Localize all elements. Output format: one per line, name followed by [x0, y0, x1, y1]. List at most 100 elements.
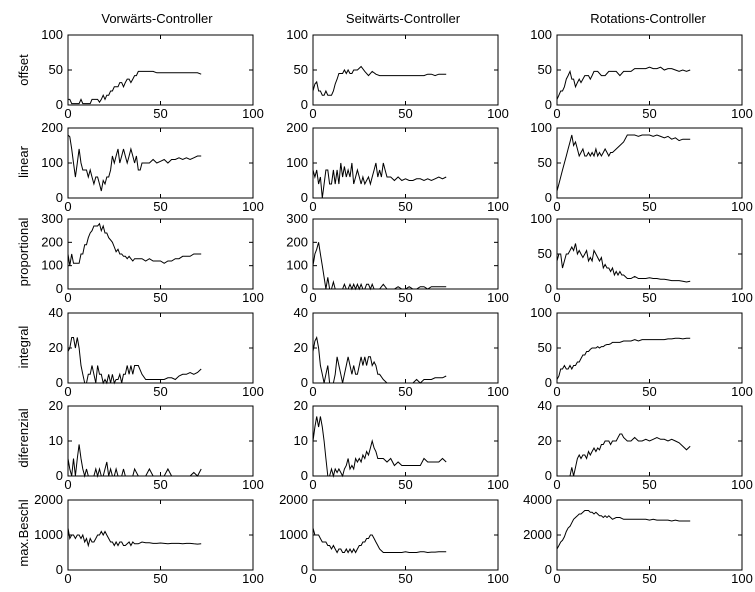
x-tick-label: 0 [64, 106, 71, 121]
y-tick-label: 200 [41, 234, 63, 249]
y-tick-label: 0 [545, 375, 552, 390]
y-tick-label: 200 [286, 120, 308, 135]
y-tick-label: 0 [301, 468, 308, 483]
x-tick-label: 50 [642, 571, 656, 586]
x-tick-label: 0 [553, 199, 560, 214]
series-line [67, 527, 202, 548]
y-tick-label: 0 [301, 375, 308, 390]
y-tick-label: 0 [545, 190, 552, 205]
y-tick-label: 10 [294, 433, 308, 448]
x-tick-label: 50 [642, 106, 656, 121]
column-titles: Vorwärts-Controller Seitwärts-Controller… [101, 11, 706, 26]
series-line [312, 527, 447, 554]
y-tick-label: 1000 [34, 527, 63, 542]
axes-frame [312, 499, 499, 571]
y-tick-label: 1000 [279, 527, 308, 542]
subplot-r2-c0: 0 50 100 0 100 200 300 [41, 211, 264, 305]
y-tick-label: 20 [294, 340, 308, 355]
row-label-offset: offset [16, 54, 31, 86]
x-tick-label: 50 [642, 384, 656, 399]
y-tick-label: 20 [49, 398, 63, 413]
series-line [557, 433, 691, 477]
x-tick-label: 100 [487, 571, 509, 586]
x-tick-label: 100 [731, 106, 753, 121]
axes-frame [312, 34, 499, 106]
x-tick-label: 0 [553, 290, 560, 305]
x-tick-label: 50 [153, 199, 167, 214]
y-tick-label: 0 [545, 562, 552, 577]
y-tick-label: 100 [41, 258, 63, 273]
x-tick-label: 100 [731, 199, 753, 214]
y-tick-label: 0 [56, 97, 63, 112]
y-tick-label: 100 [41, 155, 63, 170]
x-tick-label: 50 [153, 384, 167, 399]
y-tick-label: 10 [49, 433, 63, 448]
x-tick-label: 100 [242, 384, 264, 399]
axes-frame [556, 127, 743, 199]
x-tick-label: 0 [553, 384, 560, 399]
x-tick-label: 50 [398, 199, 412, 214]
column-title-rotations: Rotations-Controller [590, 11, 706, 26]
y-tick-label: 20 [49, 340, 63, 355]
series-line [312, 335, 447, 384]
y-tick-label: 4000 [523, 492, 552, 507]
series-line [67, 444, 202, 478]
x-tick-label: 0 [64, 199, 71, 214]
x-tick-label: 100 [487, 384, 509, 399]
row-labels: offset linear proportional integral dife… [16, 54, 31, 567]
series-line [312, 65, 447, 96]
row-label-max-beschl: max.Beschl [16, 499, 31, 566]
column-title-seitwaerts: Seitwärts-Controller [346, 11, 461, 26]
y-tick-label: 50 [538, 62, 552, 77]
subplot-r2-c1: 0 50 100 0 100 200 300 [286, 211, 509, 305]
y-tick-label: 2000 [279, 492, 308, 507]
y-tick-label: 0 [56, 468, 63, 483]
x-tick-label: 0 [309, 290, 316, 305]
x-tick-label: 0 [309, 106, 316, 121]
x-tick-label: 50 [398, 106, 412, 121]
x-tick-label: 0 [309, 571, 316, 586]
y-tick-label: 0 [56, 190, 63, 205]
y-tick-label: 50 [538, 155, 552, 170]
subplot-r3-c0: 0 50 100 0 20 40 [49, 305, 264, 399]
subplot-r1-c0: 0 50 100 0 100 200 [41, 120, 264, 214]
subplot-r1-c2: 0 50 100 0 50 100 [530, 120, 753, 214]
x-tick-label: 100 [242, 571, 264, 586]
y-tick-label: 200 [41, 120, 63, 135]
x-tick-label: 50 [153, 290, 167, 305]
row-label-linear: linear [16, 145, 31, 177]
axes-frame [556, 312, 743, 384]
series-line [67, 337, 202, 385]
x-tick-label: 0 [64, 384, 71, 399]
subplot-r3-c2: 0 50 100 0 50 100 [530, 305, 753, 399]
x-tick-label: 0 [309, 199, 316, 214]
series-line [556, 243, 691, 283]
x-tick-label: 100 [731, 384, 753, 399]
y-tick-label: 40 [49, 305, 63, 320]
y-tick-label: 100 [530, 305, 552, 320]
axes-frame [312, 218, 499, 290]
x-tick-label: 0 [64, 571, 71, 586]
axes-frame [67, 127, 254, 199]
y-tick-label: 0 [301, 281, 308, 296]
series-line [312, 416, 447, 478]
y-tick-label: 0 [301, 562, 308, 577]
y-tick-label: 0 [301, 97, 308, 112]
y-tick-label: 0 [56, 281, 63, 296]
x-tick-label: 0 [553, 477, 560, 492]
series-line [68, 70, 202, 105]
x-tick-label: 0 [553, 571, 560, 586]
y-tick-label: 2000 [523, 527, 552, 542]
x-tick-label: 100 [487, 290, 509, 305]
subplot-r4-c2: 0 50 100 0 20 40 [538, 398, 753, 492]
y-tick-label: 300 [41, 211, 63, 226]
y-tick-label: 100 [530, 211, 552, 226]
y-tick-label: 20 [294, 398, 308, 413]
y-tick-label: 2000 [34, 492, 63, 507]
y-tick-label: 100 [286, 27, 308, 42]
x-tick-label: 50 [153, 571, 167, 586]
x-tick-label: 100 [242, 290, 264, 305]
y-tick-label: 20 [538, 433, 552, 448]
subplot-r3-c1: 0 50 100 0 20 40 [294, 305, 509, 399]
